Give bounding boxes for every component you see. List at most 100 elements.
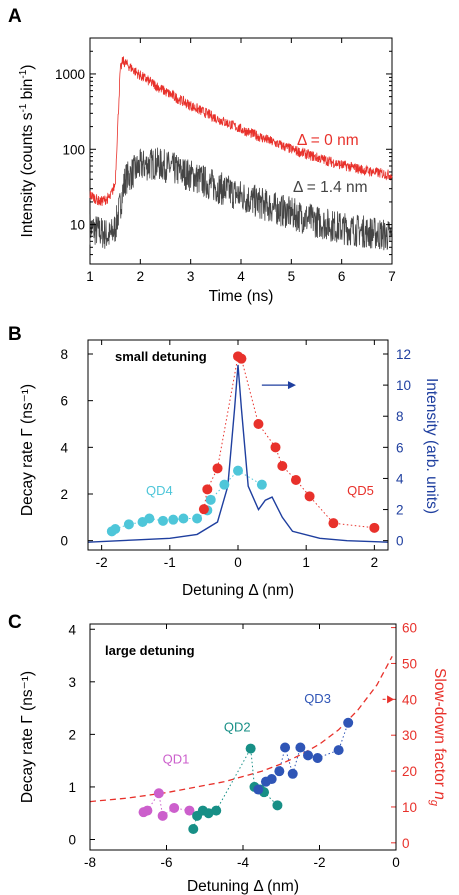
data-point-qd2 — [188, 823, 199, 834]
x-tick-label: 1 — [86, 269, 94, 284]
panel-b-y-axis-label: Decay rate Γ (ns⁻¹) — [19, 384, 36, 516]
x-tick-label: 3 — [187, 269, 195, 284]
data-point-qd4 — [144, 513, 155, 524]
y2-tick-label: 40 — [402, 692, 417, 707]
y2-tick-label: 10 — [402, 800, 417, 815]
panel-a-x-ticks: 1 2 3 4 5 6 7 — [86, 38, 396, 284]
data-point-qd1 — [153, 788, 164, 799]
data-point-qd1 — [142, 805, 153, 816]
dotted-connector-qd4 — [111, 470, 263, 532]
data-point-qd2 — [203, 808, 214, 819]
x-tick-label: -2 — [96, 555, 108, 570]
y2-tick-label: 50 — [402, 656, 417, 671]
y2-tick-label: 30 — [402, 728, 417, 743]
y2-tick-label: 0 — [402, 836, 410, 851]
series-trace-delta-0 — [89, 56, 393, 206]
panel-a-series — [89, 56, 393, 251]
x-tick-label: 2 — [137, 269, 145, 284]
data-point-qd5 — [277, 461, 288, 471]
panel-c-frame — [89, 623, 397, 851]
data-point-qd4 — [205, 494, 216, 505]
x-tick-label: 2 — [371, 555, 379, 570]
y-tick-label: 100 — [62, 142, 85, 157]
panel-c-y2-axis-label: Slow-down factor ng — [428, 668, 448, 807]
data-point-qd5 — [304, 491, 315, 502]
panel-c-y-axis-label: Decay rate Γ (ns⁻¹) — [19, 671, 36, 803]
intensity-line — [87, 364, 389, 543]
panel-letter-b: B — [8, 324, 22, 345]
x-tick-label: 5 — [288, 269, 296, 284]
panel-c-x-ticks: -8 -6 -4 -2 0 — [84, 624, 400, 870]
panel-b-frame — [87, 339, 389, 551]
data-point-qd2 — [272, 800, 283, 811]
data-point-qd5 — [369, 522, 380, 533]
panel-c-x-axis-label: Detuning Δ (nm) — [187, 878, 299, 895]
data-point-qd3 — [287, 768, 298, 779]
dotted-connector-qd5 — [203, 355, 375, 529]
panel-b-note: small detuning — [115, 349, 207, 364]
x-tick-label: 4 — [237, 269, 245, 284]
data-point-qd3 — [280, 742, 291, 753]
y2-tick-label: 6 — [396, 440, 404, 455]
data-point-qd4 — [178, 513, 189, 524]
panel-letter-a: A — [8, 6, 22, 27]
data-point-qd3 — [303, 750, 314, 761]
panel-b-x-ticks: -2 -1 0 1 2 — [96, 340, 378, 570]
x-tick-label: 6 — [338, 269, 346, 284]
series-label-qd3: QD3 — [304, 691, 331, 706]
data-point-qd5 — [328, 518, 339, 529]
panel-c-series — [89, 655, 395, 834]
annotation-delta-1-4: Δ = 1.4 nm — [293, 179, 368, 196]
panel-b-series — [87, 351, 389, 543]
x-tick-label: 0 — [392, 855, 400, 870]
series-label-qd5: QD5 — [347, 483, 374, 498]
data-point-qd3 — [343, 717, 354, 728]
annotation-delta-0: Δ = 0 nm — [297, 132, 359, 149]
data-point-qd4 — [168, 514, 179, 525]
series-label-qd4: QD4 — [146, 483, 173, 498]
data-point-qd5 — [290, 475, 301, 485]
data-point-qd1 — [157, 810, 168, 821]
data-point-qd4 — [219, 479, 230, 490]
panel-letter-c: C — [8, 612, 22, 633]
data-point-qd4 — [158, 515, 168, 526]
data-point-qd2 — [245, 743, 256, 754]
data-point-qd3 — [274, 766, 285, 777]
data-point-qd5 — [198, 504, 209, 515]
data-point-qd1 — [169, 802, 180, 813]
y-tick-label: 10 — [70, 218, 85, 233]
y-tick-label: 2 — [68, 727, 76, 742]
series-label-qd1: QD1 — [163, 751, 190, 766]
x-tick-label: 0 — [234, 555, 242, 570]
panel-b-y-ticks: 0 2 4 6 8 — [60, 347, 93, 549]
panel-a-x-axis-label: Time (ns) — [209, 288, 274, 305]
x-tick-label: -6 — [160, 855, 172, 870]
panel-c: C 0 1 2 3 4 0 10 20 30 40 50 60 -8 -6 -4 -2 0 large de… — [8, 612, 448, 895]
data-point-qd2 — [211, 805, 222, 816]
data-point-qd4 — [110, 524, 121, 534]
data-point-qd4 — [192, 513, 203, 524]
data-point-qd5 — [253, 419, 264, 429]
arrow-head-icon — [387, 695, 395, 704]
data-point-qd4 — [233, 465, 243, 476]
y2-tick-label: 2 — [396, 503, 404, 518]
data-point-qd5 — [236, 353, 247, 364]
y2-tick-label: 12 — [396, 347, 411, 362]
y2-tick-label: 10 — [396, 378, 411, 393]
series-trace-delta-1-4 — [89, 147, 393, 251]
y-tick-label: 2 — [60, 487, 68, 502]
arrow-head-icon — [287, 381, 296, 390]
x-tick-label: -1 — [164, 555, 176, 570]
data-point-qd3 — [253, 784, 264, 795]
panel-b-y2-axis-label: Intensity (arb. units) — [423, 378, 440, 514]
x-tick-label: -4 — [237, 855, 249, 870]
panel-b-x-axis-label: Detuning Δ (nm) — [182, 582, 294, 599]
y2-tick-label: 60 — [402, 621, 417, 636]
y-tick-label: 3 — [68, 675, 76, 690]
data-point-qd4 — [256, 479, 267, 490]
data-point-qd5 — [202, 484, 213, 495]
panel-c-y-ticks: 0 1 2 3 4 — [68, 622, 95, 847]
data-point-qd4 — [123, 519, 134, 530]
